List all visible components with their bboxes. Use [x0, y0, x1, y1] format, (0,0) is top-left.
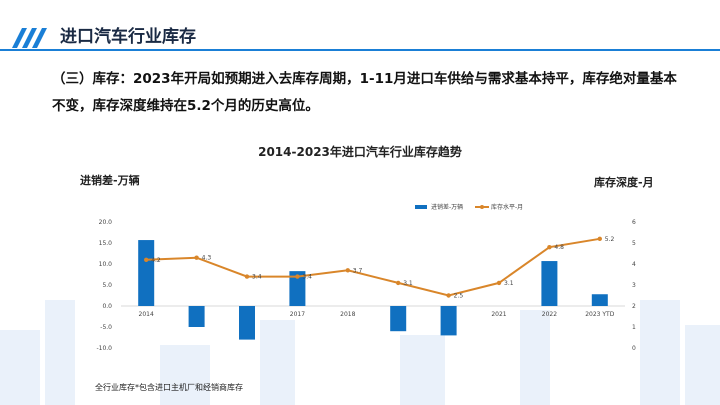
line-point: [345, 268, 350, 273]
chart-title: 2014-2023年进口汽车行业库存趋势: [258, 144, 462, 159]
x-tick-label: 2023 YTD: [585, 311, 615, 318]
y-tick-label: -10.0: [96, 345, 112, 352]
line-point: [144, 257, 149, 262]
bar: [138, 240, 155, 306]
bar: [289, 271, 306, 306]
bar: [541, 261, 558, 306]
paragraph: （三）库存：2023年开局如预期进入去库存周期，1-11月进口车供给与需求基本持…: [52, 71, 677, 114]
y2-tick-label: 1: [632, 324, 636, 331]
bar: [239, 306, 255, 340]
bar: [188, 306, 205, 327]
x-tick-label: 2017: [290, 311, 305, 318]
y-tick-label: 5.0: [102, 282, 112, 289]
line-point: [446, 293, 451, 298]
y-tick-label: 0.0: [102, 303, 112, 310]
y-tick-label: -5.0: [100, 324, 112, 331]
line-point: [496, 280, 502, 286]
data-label: 4.2: [151, 257, 161, 264]
bar: [440, 306, 457, 336]
y2-tick-label: 4: [632, 261, 636, 268]
line-point: [396, 280, 401, 286]
data-label: 2.5: [454, 293, 464, 300]
line-point: [547, 245, 552, 250]
data-label: 4.3: [202, 255, 212, 262]
x-tick-label: 2014: [139, 311, 154, 318]
x-tick-label: 2022: [542, 311, 557, 318]
x-tick-label: 2021: [491, 311, 506, 318]
x-tick-label: 2018: [340, 311, 355, 318]
data-label: 3.1: [504, 280, 514, 287]
y2-tick-label: 6: [632, 219, 636, 226]
y-tick-label: 10.0: [99, 261, 113, 268]
line: [146, 237, 600, 297]
line-point: [194, 255, 199, 260]
y2-axis-title: 库存深度-月: [594, 175, 654, 189]
data-label: 3.4: [252, 274, 262, 281]
bar: [591, 294, 608, 306]
page-title: 进口汽车行业库存: [60, 27, 196, 47]
legend-swatch: [480, 205, 484, 209]
data-label: 5.2: [605, 236, 615, 243]
y2-tick-label: 3: [632, 282, 636, 289]
line-point: [597, 236, 602, 241]
legend-label: 库存水平-月: [491, 203, 523, 211]
legend-label: 进销差-万辆: [431, 203, 463, 211]
footnote: 全行业库存*包含进口主机厂和经销商库存: [95, 382, 243, 392]
line-point: [244, 274, 250, 279]
data-label: 3.1: [403, 280, 413, 287]
y-tick-label: 20.0: [99, 219, 113, 226]
y2-tick-label: 0: [632, 345, 636, 352]
line-point: [295, 274, 300, 279]
y-tick-label: 15.0: [99, 240, 113, 247]
bar: [390, 306, 407, 332]
y2-tick-label: 2: [632, 303, 636, 310]
y2-tick-label: 5: [632, 240, 636, 247]
data-label: 3.7: [353, 267, 363, 274]
legend-swatch: [415, 205, 427, 209]
data-label: 4.8: [554, 244, 564, 251]
data-label: 3.4: [302, 274, 312, 281]
y-axis-title: 进销差-万辆: [80, 173, 140, 187]
